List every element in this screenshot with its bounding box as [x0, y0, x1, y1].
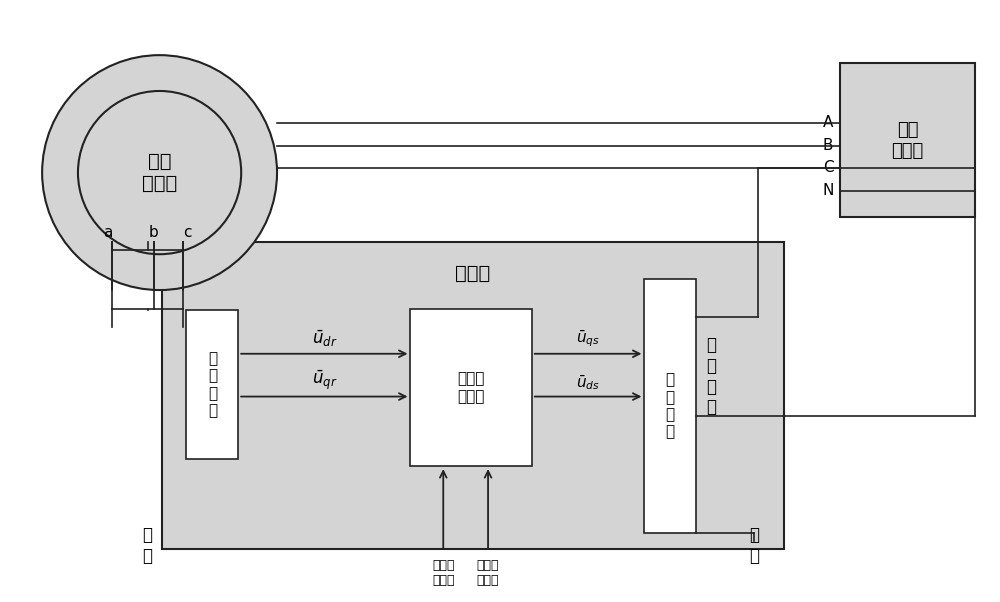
Text: $\bar{u}_{qr}$: $\bar{u}_{qr}$	[312, 368, 337, 391]
Bar	[410, 309, 532, 466]
Text: 升压
变压器: 升压 变压器	[891, 121, 924, 160]
Text: A: A	[823, 116, 833, 130]
Bar	[162, 242, 784, 549]
Bar	[644, 279, 696, 533]
Text: B: B	[823, 138, 833, 154]
Text: $\bar{u}_{dr}$: $\bar{u}_{dr}$	[312, 328, 337, 349]
Text: b: b	[149, 225, 158, 240]
Text: $\bar{u}_{ds}$: $\bar{u}_{ds}$	[576, 373, 600, 391]
Circle shape	[42, 55, 277, 290]
Text: 网
端: 网 端	[749, 526, 759, 565]
Text: N: N	[822, 183, 833, 198]
Text: 双馈
发电机: 双馈 发电机	[142, 152, 177, 193]
Text: 无功功
率指令: 无功功 率指令	[477, 559, 499, 587]
Text: 直流电
量计算: 直流电 量计算	[457, 371, 485, 404]
Bar	[840, 63, 975, 217]
Text: C: C	[823, 160, 833, 175]
Text: 坐
标
变
换: 坐 标 变 换	[666, 373, 675, 439]
Text: 机
端: 机 端	[143, 526, 153, 565]
Text: $\bar{u}_{qs}$: $\bar{u}_{qs}$	[576, 328, 600, 349]
Text: 变流器: 变流器	[455, 264, 490, 283]
Circle shape	[78, 91, 241, 254]
Text: 坐
标
变
换: 坐 标 变 换	[208, 351, 217, 418]
Text: c: c	[183, 225, 192, 240]
Text: 坐
标
变
换: 坐 标 变 换	[706, 336, 716, 417]
Text: a: a	[103, 225, 113, 240]
Bar	[186, 310, 238, 459]
Text: 有功功
率指令: 有功功 率指令	[432, 559, 455, 587]
